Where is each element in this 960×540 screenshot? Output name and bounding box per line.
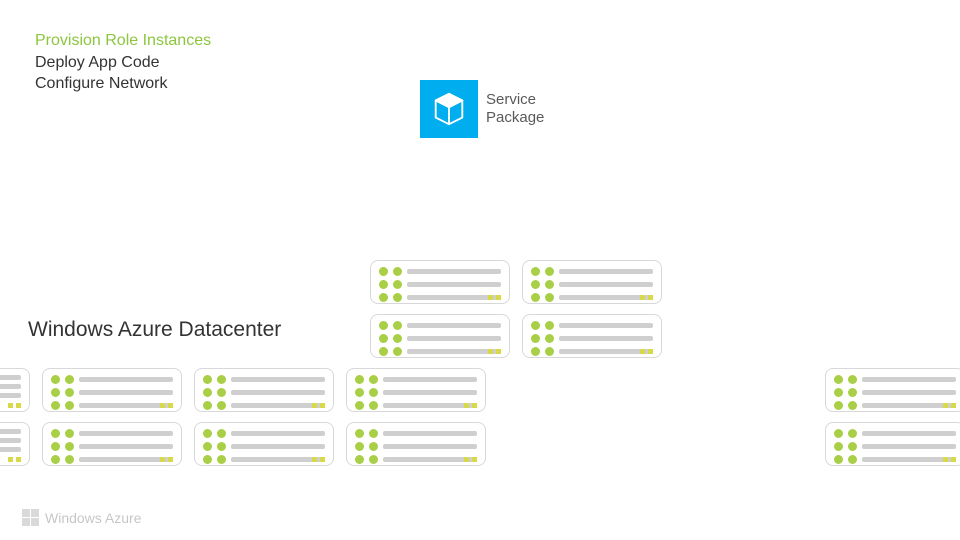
server-unit bbox=[522, 260, 662, 304]
server-unit bbox=[825, 422, 960, 466]
package-icon bbox=[420, 80, 478, 138]
server-unit bbox=[42, 368, 182, 412]
rack-row bbox=[0, 368, 960, 412]
deployment-steps: Provision Role InstancesDeploy App CodeC… bbox=[35, 30, 211, 95]
service-package-line1: Service bbox=[486, 91, 544, 109]
windows-flag-icon bbox=[22, 509, 39, 526]
server-unit bbox=[825, 368, 960, 412]
server-unit bbox=[194, 422, 334, 466]
service-package-line2: Package bbox=[486, 109, 544, 127]
rack-row bbox=[370, 260, 662, 304]
server-unit bbox=[522, 314, 662, 358]
service-package-label: Service Package bbox=[486, 91, 544, 127]
rack-row bbox=[370, 314, 662, 358]
step-item: Provision Role Instances bbox=[35, 30, 211, 52]
server-unit bbox=[42, 422, 182, 466]
server-unit bbox=[194, 368, 334, 412]
logo-text: Windows Azure bbox=[45, 510, 141, 526]
server-unit bbox=[346, 368, 486, 412]
server-unit bbox=[346, 422, 486, 466]
windows-azure-logo: Windows Azure bbox=[22, 509, 141, 526]
server-unit bbox=[0, 368, 30, 412]
server-unit bbox=[370, 260, 510, 304]
step-item: Deploy App Code bbox=[35, 52, 211, 74]
service-package: Service Package bbox=[420, 80, 544, 138]
step-item: Configure Network bbox=[35, 73, 211, 95]
server-unit bbox=[370, 314, 510, 358]
datacenter-label: Windows Azure Datacenter bbox=[28, 318, 281, 342]
rack-row bbox=[0, 422, 960, 466]
server-unit bbox=[0, 422, 30, 466]
